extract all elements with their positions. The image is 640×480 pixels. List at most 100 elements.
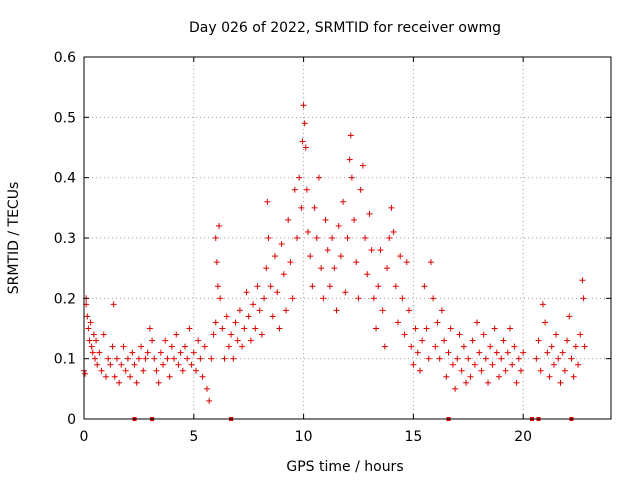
data-point <box>91 355 98 362</box>
data-point <box>135 355 142 362</box>
y-axis-ticks: 0 0.1 0.2 0.3 0.4 0.5 0.6 <box>54 50 611 428</box>
data-point <box>454 355 461 362</box>
data-point <box>408 343 415 350</box>
data-point <box>133 379 140 386</box>
data-point <box>379 307 386 314</box>
data-point <box>570 373 577 380</box>
data-point <box>553 331 560 338</box>
data-point <box>168 343 175 350</box>
data-point <box>138 343 145 350</box>
data-point <box>182 343 189 350</box>
data-point <box>162 337 169 344</box>
data-point <box>401 331 408 338</box>
data-point <box>436 355 443 362</box>
data-point <box>217 295 224 302</box>
data-point <box>388 204 395 211</box>
data-point <box>566 313 573 320</box>
data-point <box>326 283 333 290</box>
data-point <box>175 361 182 368</box>
chart-title: Day 026 of 2022, SRMTID for receiver owm… <box>189 20 501 36</box>
data-point <box>107 361 114 368</box>
data-point <box>307 253 314 260</box>
data-point <box>577 331 584 338</box>
data-point <box>460 343 467 350</box>
data-point <box>146 325 153 332</box>
data-point <box>280 271 287 278</box>
data-point <box>164 355 171 362</box>
data-point <box>276 325 283 332</box>
data-point <box>375 283 382 290</box>
data-point <box>111 373 118 380</box>
data-point <box>445 349 452 356</box>
data-point <box>509 361 516 368</box>
data-point <box>335 222 342 229</box>
data-point <box>213 259 220 266</box>
data-point <box>269 313 276 320</box>
data-point <box>384 265 391 272</box>
data-point <box>301 120 308 127</box>
data-point <box>348 174 355 181</box>
data-point <box>300 102 307 109</box>
data-point <box>465 355 472 362</box>
data-point <box>287 259 294 266</box>
data-point <box>324 247 331 254</box>
data-point <box>144 349 151 356</box>
data-point <box>302 144 309 151</box>
data-point <box>195 337 202 344</box>
data-point <box>511 343 518 350</box>
data-point <box>84 313 91 320</box>
data-point <box>419 337 426 344</box>
data-point <box>425 355 432 362</box>
data-point <box>395 319 402 326</box>
data-point <box>247 337 254 344</box>
data-point <box>377 247 384 254</box>
data-point <box>381 343 388 350</box>
data-point <box>309 283 316 290</box>
data-point <box>102 373 109 380</box>
data-point <box>283 307 290 314</box>
data-point <box>421 283 428 290</box>
data-point <box>93 337 100 344</box>
data-point <box>485 379 492 386</box>
data-point <box>434 319 441 326</box>
data-point <box>463 379 470 386</box>
data-point <box>399 295 406 302</box>
data-point <box>90 331 97 338</box>
data-point <box>105 355 112 362</box>
data-point <box>120 343 127 350</box>
data-point <box>129 349 136 356</box>
data-point <box>403 259 410 266</box>
data-point <box>405 307 412 314</box>
data-point <box>116 379 123 386</box>
data-point <box>311 204 318 211</box>
data-point <box>298 204 305 211</box>
data-point <box>85 325 92 332</box>
data-point <box>177 349 184 356</box>
data-point <box>285 216 292 223</box>
data-point <box>243 289 250 296</box>
data-point <box>482 355 489 362</box>
data-point <box>87 319 94 326</box>
data-point <box>124 355 131 362</box>
data-point <box>160 361 167 368</box>
data-point <box>474 319 481 326</box>
data-point <box>478 367 485 374</box>
data-point <box>263 265 270 272</box>
data-point <box>98 367 105 374</box>
data-point <box>346 156 353 163</box>
data-point <box>331 265 338 272</box>
data-point <box>539 301 546 308</box>
data-point <box>347 132 354 139</box>
data-point <box>274 289 281 296</box>
data-point <box>500 337 507 344</box>
data-point <box>506 325 513 332</box>
data-point <box>564 337 571 344</box>
data-point <box>320 295 327 302</box>
data-point <box>489 361 496 368</box>
data-point <box>250 301 257 308</box>
data-point <box>364 271 371 278</box>
data-point <box>210 331 217 338</box>
data-point <box>171 355 178 362</box>
data-point <box>192 367 199 374</box>
